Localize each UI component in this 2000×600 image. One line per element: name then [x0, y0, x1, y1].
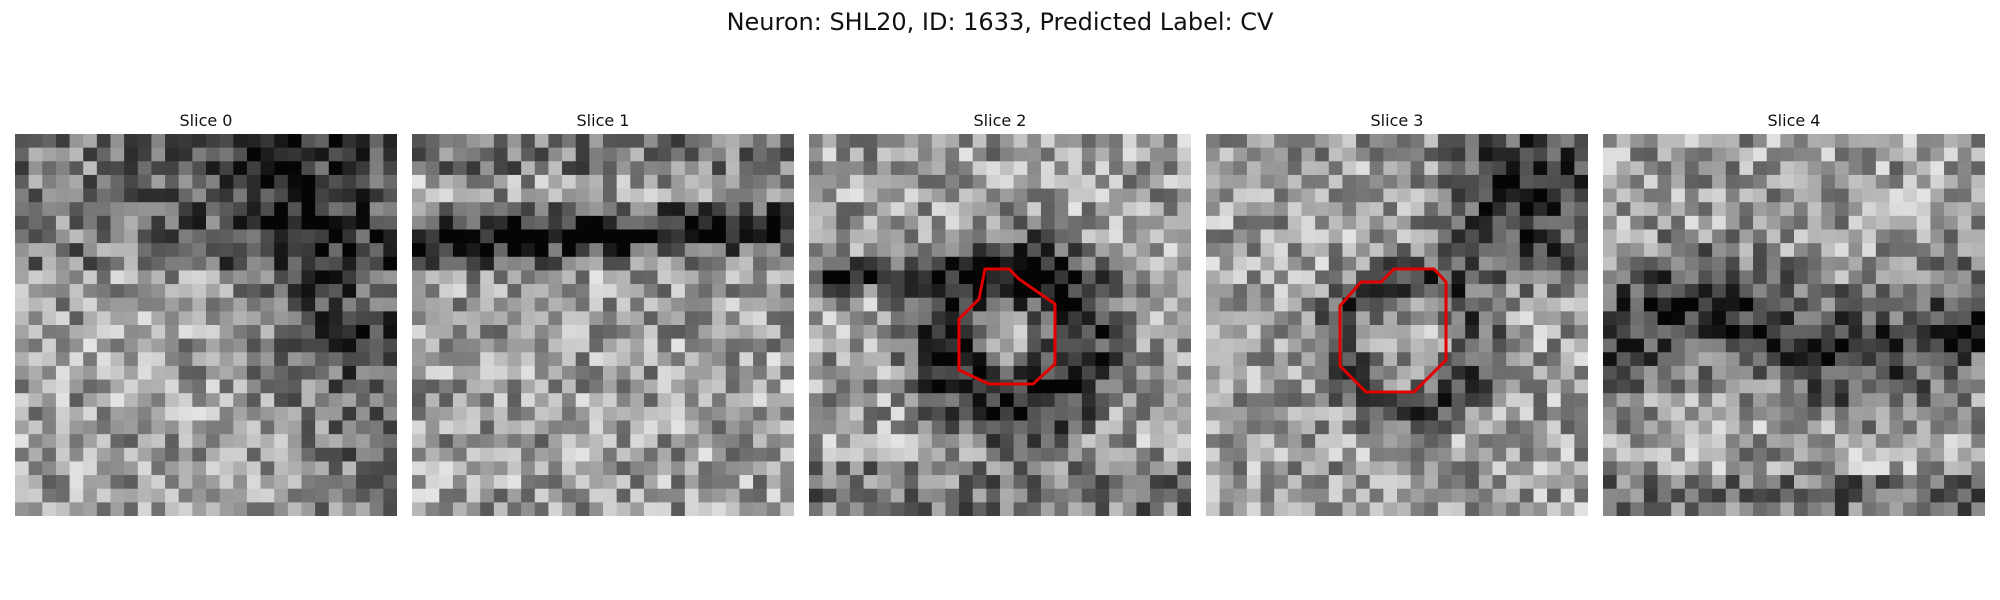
slice-title-0: Slice 0 [179, 111, 233, 130]
slice-image-4 [1603, 134, 1985, 516]
slice-title-3: Slice 3 [1370, 111, 1424, 130]
slice-title-1: Slice 1 [576, 111, 630, 130]
slice-panel-2: Slice 2 [809, 108, 1191, 516]
slice-panel-3: Slice 3 [1206, 108, 1588, 516]
slice-image-1 [412, 134, 794, 516]
slice-panel-1: Slice 1 [412, 108, 794, 516]
slice-title-4: Slice 4 [1767, 111, 1821, 130]
neuron-contour-3 [1338, 267, 1448, 394]
slice-panel-0: Slice 0 [15, 108, 397, 516]
slice-image-0 [15, 134, 397, 516]
slice-image-2 [809, 134, 1191, 516]
neuron-contour-2 [957, 267, 1057, 386]
figure-title: Neuron: SHL20, ID: 1633, Predicted Label… [726, 8, 1274, 36]
slice-panel-4: Slice 4 [1603, 108, 1985, 516]
slice-title-2: Slice 2 [973, 111, 1027, 130]
slice-image-3 [1206, 134, 1588, 516]
